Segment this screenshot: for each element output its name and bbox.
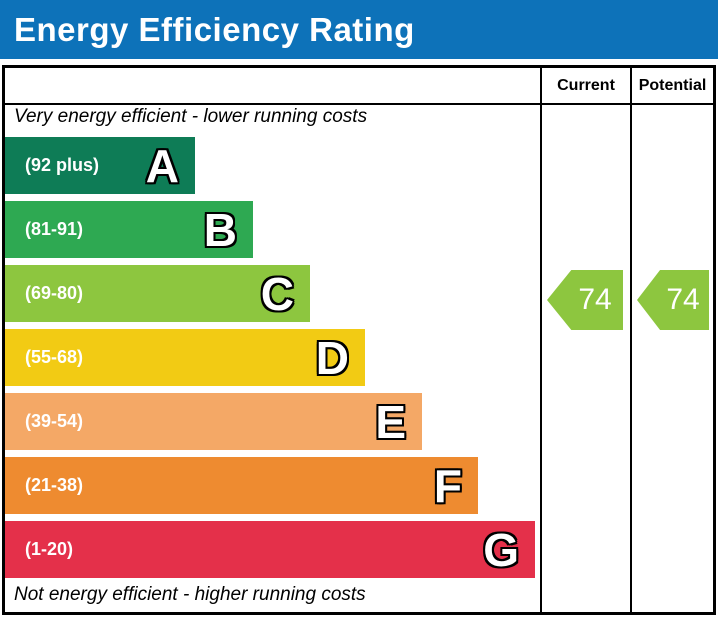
column-divider-potential (630, 68, 632, 612)
band-f-letter: F (433, 459, 462, 512)
top-note: Very energy efficient - lower running co… (14, 106, 368, 127)
band-g-letter: G (483, 523, 519, 576)
band-e-range: (39-54) (25, 411, 84, 431)
band-g-range: (1-20) (25, 539, 74, 559)
band-d: (55-68) D (5, 329, 365, 386)
band-a: (92 plus) A (5, 137, 195, 194)
band-d-range: (55-68) (25, 347, 84, 367)
rating-table: Current Potential Very energy efficient … (2, 65, 716, 615)
bottom-note: Not energy efficient - higher running co… (14, 584, 366, 605)
column-header-potential: Potential (638, 76, 707, 94)
rating-bands: (92 plus) A (81-91) B (69-80) C (55-68) … (5, 137, 540, 585)
page-title: Energy Efficiency Rating (14, 10, 415, 48)
potential-rating-arrow: 74 (637, 270, 709, 330)
band-f-range: (21-38) (25, 475, 84, 495)
band-e: (39-54) E (5, 393, 422, 450)
band-c-range: (69-80) (25, 283, 84, 303)
column-header-current: Current (557, 76, 615, 94)
band-d-letter: D (315, 331, 349, 384)
title-bar: Energy Efficiency Rating (0, 0, 718, 59)
band-a-letter: A (145, 139, 179, 192)
band-b: (81-91) B (5, 201, 253, 258)
header-rule (5, 103, 713, 105)
band-g: (1-20) G (5, 521, 535, 578)
band-f: (21-38) F (5, 457, 478, 514)
band-c: (69-80) C (5, 265, 310, 322)
band-b-range: (81-91) (25, 219, 84, 239)
column-divider-current (540, 68, 542, 612)
current-rating-arrow: 74 (547, 270, 623, 330)
band-b-letter: B (203, 203, 237, 256)
band-a-range: (92 plus) (25, 155, 100, 175)
band-e-letter: E (375, 395, 406, 448)
band-c-letter: C (260, 267, 294, 320)
